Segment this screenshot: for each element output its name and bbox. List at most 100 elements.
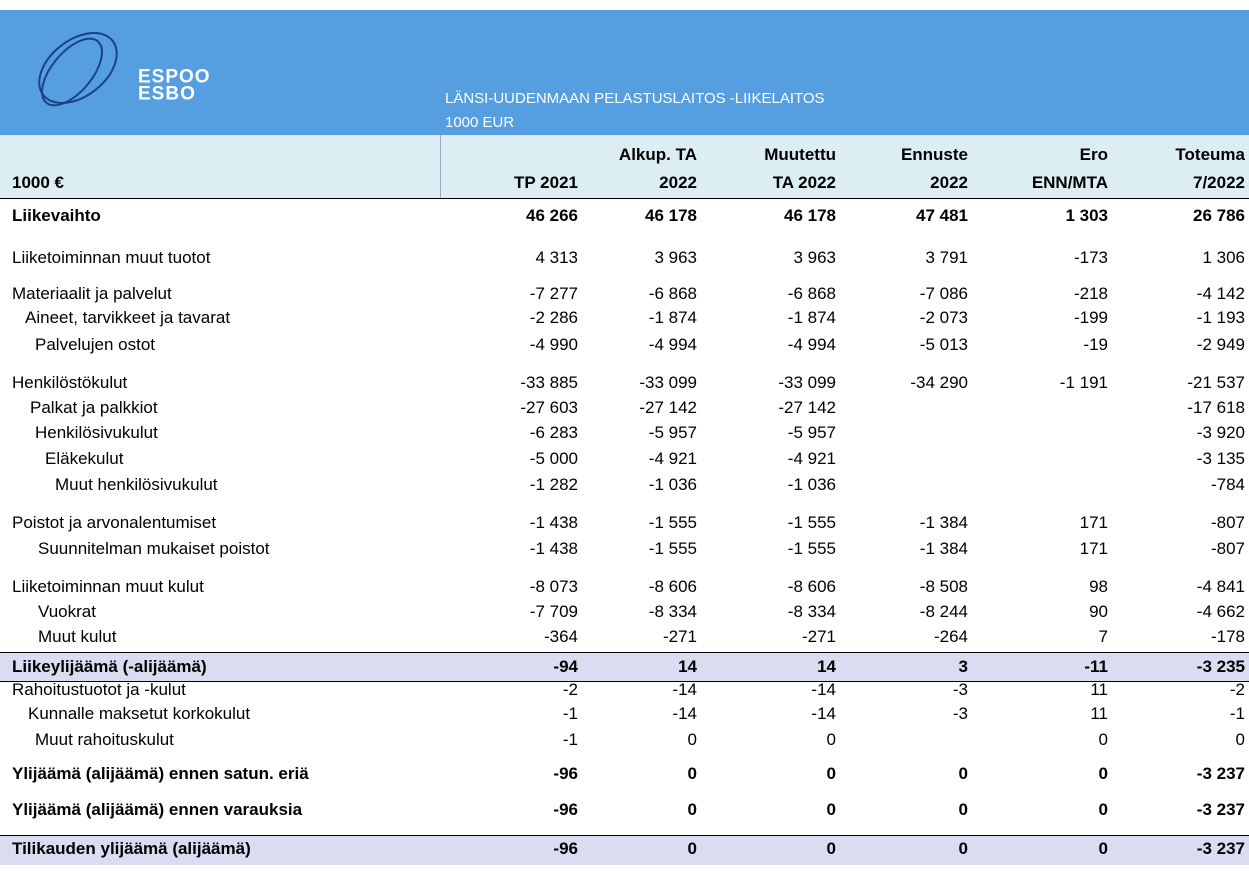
cell-value: -264 [933,627,968,646]
cell-value: -807 [1210,513,1245,532]
cell-value: -1 555 [787,513,836,532]
cell-value: 0 [1235,730,1245,749]
cell-value: -3 [952,704,968,723]
cell-value: -27 142 [639,398,697,417]
logo [38,32,118,107]
cell-value: 7 [1098,627,1108,646]
cell-value: -199 [1073,308,1108,327]
row-label: Poistot ja arvonalentumiset [12,513,217,532]
cell-value: -4 841 [1196,577,1245,596]
cell-value: -364 [543,627,578,646]
cell-value: -33 099 [778,373,836,392]
cell-value: -33 885 [520,373,578,392]
column-header: Ennuste [900,145,968,164]
cell-value: 3 791 [925,248,968,267]
column-header: Ero [1079,145,1108,164]
row-label: Rahoitustuotot ja -kulut [12,680,186,699]
cell-value: 3 [958,657,968,676]
cell-value: -17 618 [1187,398,1245,417]
cell-value: 47 481 [916,206,968,225]
column-header-band [0,135,1249,198]
cell-value: -14 [811,704,836,723]
cell-value: -1 036 [648,475,697,494]
cell-value: -6 868 [787,284,836,303]
row-label: Liiketoiminnan muut tuotot [12,248,211,267]
cell-value: -2 073 [919,308,968,327]
cell-value: 171 [1079,539,1108,558]
cell-value: -1 555 [648,513,697,532]
subtotal-band [0,652,1249,681]
cell-value: 4 313 [535,248,578,267]
cell-value: -2 [1229,680,1245,699]
cell-value: -4 921 [648,449,697,468]
cell-value: -2 949 [1196,335,1245,354]
cell-value: -784 [1210,475,1245,494]
row-label: Aineet, tarvikkeet ja tavarat [25,308,231,327]
row-label: Liiketoiminnan muut kulut [12,577,204,596]
cell-value: 0 [826,839,836,858]
row-label: Liikeylijäämä (-alijäämä) [12,657,207,676]
rule [0,835,1249,836]
cell-value: -1 874 [648,308,697,327]
cell-value: 98 [1089,577,1108,596]
cell-value: 1 303 [1065,206,1108,225]
row-label: Eläkekulut [45,449,124,468]
row-label: Liikevaihto [12,206,101,225]
header-band [0,10,1249,135]
row-label: Palvelujen ostot [35,335,156,354]
cell-value: -1 036 [787,475,836,494]
column-header: Muutettu [764,145,836,164]
column-header: 7/2022 [1193,173,1245,192]
cell-value: 46 266 [526,206,578,225]
cell-value: 11 [1090,704,1108,723]
column-header: TP 2021 [514,173,578,192]
cell-value: -4 142 [1196,284,1245,303]
column-rule [440,135,441,198]
cell-value: -14 [811,680,836,699]
cell-value: 0 [687,764,697,783]
row-label: Henkilösivukulut [35,423,158,442]
row-label: Ylijäämä (alijäämä) ennen varauksia [12,800,303,819]
rule [0,198,1249,199]
cell-value: 0 [687,730,697,749]
report-unit: 1000 EUR [445,114,515,131]
row-label: Muut henkilösivukulut [55,475,218,494]
cell-value: 14 [817,657,836,676]
cell-value: -21 537 [1187,373,1245,392]
cell-value: 0 [1098,839,1108,858]
cell-value: -1 555 [787,539,836,558]
cell-value: -2 286 [529,308,578,327]
column-header: TA 2022 [772,173,836,192]
cell-value: -96 [553,839,578,858]
row-label: Ylijäämä (alijäämä) ennen satun. eriä [12,764,309,783]
cell-value: 0 [826,730,836,749]
cell-value: 26 786 [1193,206,1245,225]
column-header: 2022 [930,173,968,192]
cell-value: -5 013 [919,335,968,354]
cell-value: -1 438 [529,513,578,532]
cell-value: -807 [1210,539,1245,558]
cell-value: -4 662 [1196,602,1245,621]
cell-value: -1 555 [648,539,697,558]
cell-value: 46 178 [645,206,697,225]
cell-value: 0 [826,764,836,783]
cell-value: 0 [958,839,968,858]
row-label: Suunnitelman mukaiset poistot [38,539,270,558]
column-header: ENN/MTA [1031,173,1108,192]
cell-value: -96 [553,764,578,783]
cell-value: -27 142 [778,398,836,417]
cell-value: 0 [1098,764,1108,783]
row-label: Tilikauden ylijäämä (alijäämä) [12,839,251,858]
cell-value: -1 [562,730,578,749]
cell-value: -1 193 [1196,308,1245,327]
row-label: Muut kulut [38,627,117,646]
cell-value: -8 073 [529,577,578,596]
total-band [0,835,1249,865]
row-label: Kunnalle maksetut korkokulut [28,704,251,723]
row-label: Vuokrat [38,602,96,621]
cell-value: -3 920 [1196,423,1245,442]
cell-value: -271 [801,627,836,646]
cell-value: -3 237 [1196,764,1245,783]
cell-value: 14 [678,657,697,676]
